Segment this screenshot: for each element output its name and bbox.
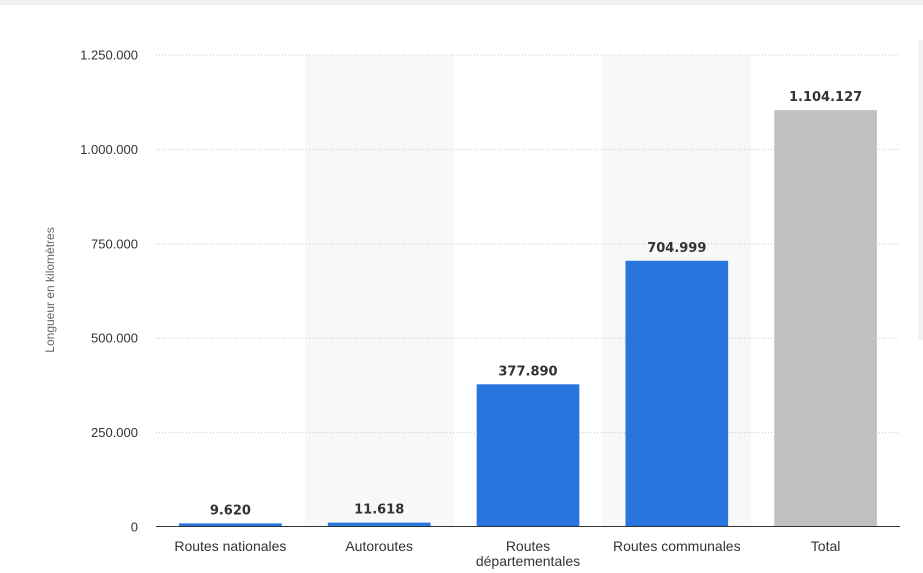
y-tick-label: 1.000.000	[80, 142, 138, 157]
category-label: Routes départementales	[476, 538, 580, 569]
bar[interactable]	[179, 523, 282, 527]
y-tick-label: 500.000	[91, 331, 138, 346]
category-label: Routes nationales	[174, 538, 286, 554]
right-scroll-edge	[918, 40, 923, 340]
data-label: 704.999	[647, 241, 706, 256]
y-tick-label: 1.250.000	[80, 48, 138, 63]
bar[interactable]	[327, 522, 431, 527]
y-axis-title: Longueur en kilomètres	[43, 227, 57, 352]
data-label: 9.620	[210, 503, 251, 518]
bar[interactable]	[476, 384, 580, 527]
bars	[179, 110, 877, 528]
y-axis-ticks: 0 250.000 500.000 750.000 1.000.000 1.250.000	[80, 48, 138, 535]
category-label: Routes communales	[613, 538, 741, 554]
category-label: Total	[811, 538, 841, 554]
category-band	[304, 55, 454, 527]
top-border-strip	[0, 0, 923, 5]
data-label: 377.890	[498, 364, 557, 379]
y-tick-label: 0	[131, 520, 138, 535]
data-label: 11.618	[354, 503, 404, 518]
data-label: 1.104.127	[789, 90, 862, 105]
data-labels: 9.620 11.618 377.890 704.999 1.104.127	[210, 90, 862, 518]
category-label: Autoroutes	[345, 538, 413, 554]
y-tick-label: 750.000	[91, 236, 138, 251]
bar[interactable]	[625, 260, 729, 527]
category-labels: Routes nationales Autoroutes Routes départe…	[174, 538, 840, 569]
bar[interactable]	[774, 110, 877, 528]
y-tick-label: 250.000	[91, 425, 138, 440]
